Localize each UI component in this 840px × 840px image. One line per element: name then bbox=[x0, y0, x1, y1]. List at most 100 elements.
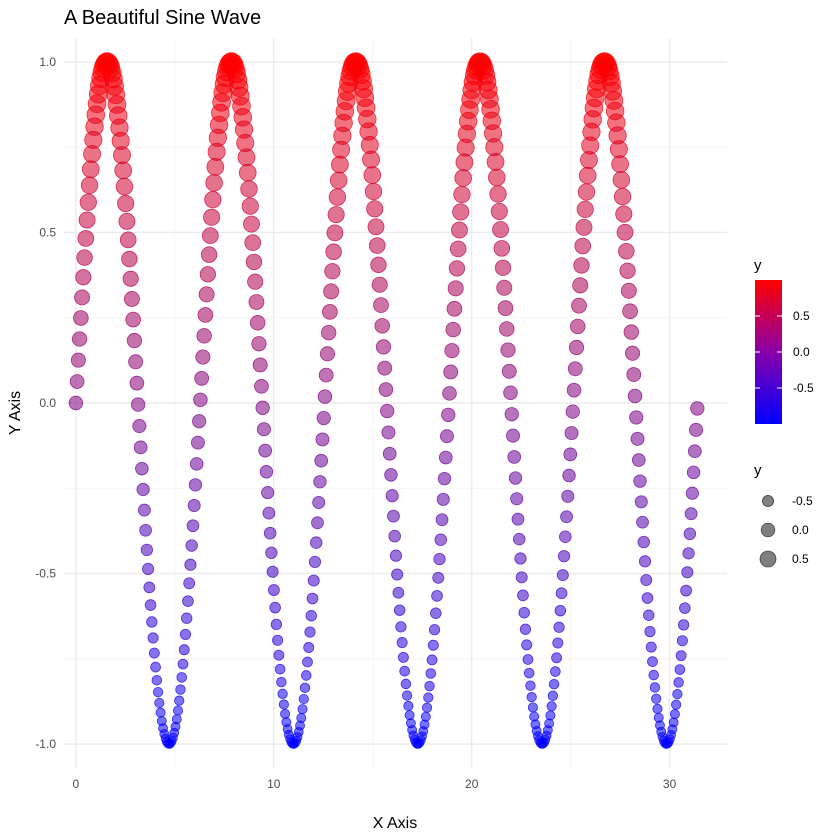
data-point bbox=[636, 515, 649, 529]
data-point bbox=[324, 263, 341, 280]
data-point bbox=[454, 169, 472, 187]
data-point bbox=[490, 202, 508, 220]
data-point bbox=[643, 609, 655, 621]
data-point bbox=[497, 300, 514, 317]
data-point bbox=[527, 702, 538, 713]
data-point bbox=[184, 558, 197, 571]
data-point bbox=[576, 200, 594, 218]
data-point bbox=[637, 535, 650, 549]
data-point bbox=[363, 166, 382, 184]
data-point bbox=[556, 569, 569, 582]
data-point bbox=[263, 526, 277, 540]
data-point bbox=[364, 182, 383, 201]
data-point bbox=[553, 621, 565, 633]
data-point bbox=[396, 637, 408, 649]
data-point bbox=[517, 589, 529, 602]
data-point bbox=[254, 379, 269, 394]
data-points bbox=[68, 52, 705, 749]
data-point bbox=[391, 568, 404, 581]
data-point bbox=[377, 360, 393, 376]
data-point bbox=[262, 506, 276, 520]
data-point bbox=[638, 555, 652, 568]
data-point bbox=[136, 482, 150, 497]
data-point bbox=[373, 297, 389, 313]
data-point bbox=[511, 512, 525, 526]
data-point bbox=[676, 635, 688, 647]
data-point bbox=[562, 468, 576, 483]
data-point bbox=[400, 678, 412, 690]
data-point bbox=[154, 697, 165, 709]
data-point bbox=[681, 566, 694, 579]
data-point bbox=[609, 140, 628, 159]
data-point bbox=[178, 644, 190, 656]
colorbar-tick-label: 0.0 bbox=[793, 345, 810, 359]
data-point bbox=[575, 218, 593, 236]
data-point bbox=[139, 523, 152, 537]
data-point bbox=[261, 486, 275, 500]
data-point bbox=[200, 246, 218, 263]
data-point bbox=[389, 549, 403, 562]
data-point bbox=[147, 632, 159, 644]
data-point bbox=[181, 612, 193, 624]
data-point bbox=[381, 425, 396, 440]
data-point bbox=[370, 256, 387, 274]
plot-panel bbox=[64, 38, 727, 768]
data-point bbox=[686, 465, 701, 480]
data-point bbox=[560, 510, 573, 524]
data-point bbox=[243, 215, 260, 233]
data-point bbox=[566, 382, 582, 398]
data-point bbox=[545, 710, 556, 721]
data-point bbox=[201, 227, 219, 245]
data-point bbox=[374, 318, 390, 334]
data-point bbox=[630, 431, 645, 446]
data-point bbox=[368, 237, 386, 254]
x-tick-label: 10 bbox=[267, 777, 281, 791]
data-point bbox=[311, 516, 324, 530]
data-point bbox=[423, 692, 434, 703]
data-point bbox=[258, 443, 273, 458]
data-point bbox=[550, 666, 561, 677]
color-legend-title: y bbox=[754, 257, 762, 274]
data-point bbox=[251, 336, 267, 352]
data-point bbox=[393, 604, 406, 616]
data-point bbox=[422, 702, 433, 713]
data-point bbox=[194, 370, 210, 386]
data-point bbox=[125, 311, 141, 328]
data-point bbox=[577, 183, 596, 201]
data-point bbox=[183, 577, 196, 590]
data-point bbox=[73, 310, 89, 326]
y-axis-title: Y Axis bbox=[7, 391, 24, 435]
data-point bbox=[69, 374, 85, 389]
data-point bbox=[315, 432, 330, 447]
data-point bbox=[564, 426, 579, 441]
data-point bbox=[272, 634, 284, 646]
data-point bbox=[198, 286, 215, 303]
data-point bbox=[140, 543, 154, 557]
data-point bbox=[317, 389, 333, 404]
data-point bbox=[237, 148, 256, 167]
data-point bbox=[276, 676, 287, 688]
data-point bbox=[297, 704, 308, 715]
data-point bbox=[489, 185, 507, 203]
data-point bbox=[146, 616, 158, 628]
data-point bbox=[555, 587, 568, 600]
data-point bbox=[567, 361, 583, 377]
data-point bbox=[244, 234, 262, 251]
data-point bbox=[554, 604, 567, 617]
data-point bbox=[684, 507, 698, 521]
data-point bbox=[651, 693, 662, 704]
data-point bbox=[318, 367, 334, 383]
data-point bbox=[197, 307, 214, 323]
data-point bbox=[151, 674, 163, 686]
data-point bbox=[640, 574, 653, 587]
data-point bbox=[438, 450, 453, 465]
data-point bbox=[278, 699, 289, 710]
data-point bbox=[388, 529, 401, 543]
data-point bbox=[674, 664, 686, 675]
data-point bbox=[623, 324, 640, 340]
data-point bbox=[133, 440, 148, 455]
data-point bbox=[392, 586, 405, 599]
data-point bbox=[193, 392, 208, 408]
data-point bbox=[316, 410, 331, 426]
data-point bbox=[634, 495, 648, 509]
